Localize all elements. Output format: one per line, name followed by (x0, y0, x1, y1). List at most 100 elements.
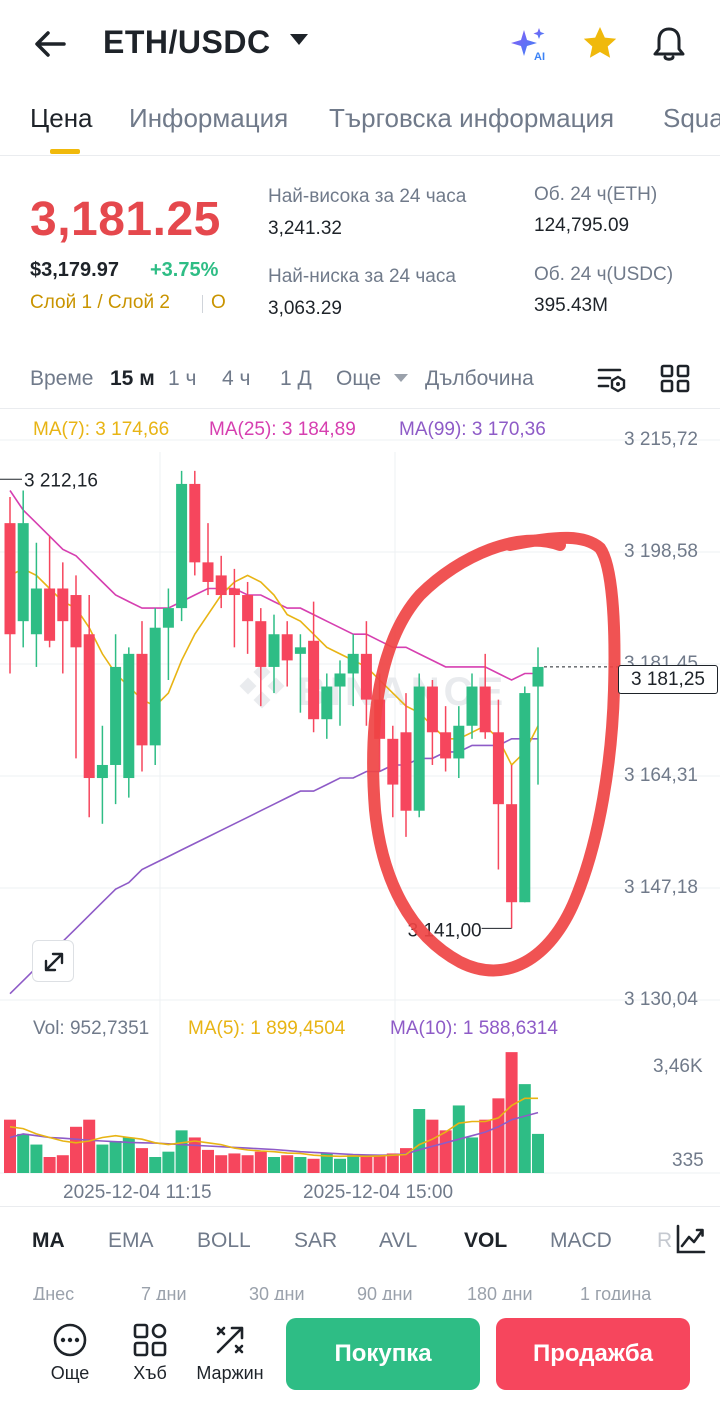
volume-bar (30, 1144, 43, 1173)
bell-icon[interactable] (650, 24, 688, 64)
volume-bar (439, 1130, 452, 1173)
indicator-rsi[interactable]: R (657, 1229, 673, 1252)
vol-axis-min: 335 (672, 1150, 704, 1171)
period-1y[interactable]: 1 година (580, 1284, 652, 1304)
more-label[interactable]: Още (50, 1363, 90, 1383)
indicator-boll[interactable]: BOLL (197, 1229, 251, 1252)
candle-body (123, 653, 135, 779)
candle-body (413, 686, 425, 811)
tab-indicator (50, 149, 80, 154)
layer-tag[interactable]: Слой 1 / Слой 2 (30, 292, 170, 313)
volume-bar (4, 1119, 16, 1173)
volume-bar (228, 1153, 241, 1173)
candle-body (532, 666, 544, 687)
pair-title[interactable]: ETH/USDC (103, 24, 271, 60)
candle-body (255, 621, 267, 667)
period-today[interactable]: Днес (33, 1284, 75, 1304)
timeframe-15m[interactable]: 15 м (110, 367, 155, 390)
volume-bar (294, 1157, 307, 1173)
divider (0, 1206, 720, 1207)
high-24h-label: Най-висока за 24 часа (268, 186, 467, 207)
volume-bar (281, 1155, 294, 1173)
timeframe-1h[interactable]: 1 ч (168, 367, 197, 390)
back-arrow-icon[interactable] (30, 24, 70, 64)
candle-body (360, 653, 372, 700)
period-7d[interactable]: 7 дни (141, 1284, 187, 1304)
indicator-avl[interactable]: AVL (379, 1229, 418, 1252)
vol-ma10-legend: MA(10): 1 588,6314 (390, 1018, 558, 1039)
chart-settings-icon[interactable] (596, 364, 628, 394)
candle-body (202, 562, 214, 582)
period-30d[interactable]: 30 дни (249, 1284, 305, 1304)
vol-eth-label: Об. 24 ч(ETH) (534, 184, 658, 205)
indicator-sar[interactable]: SAR (294, 1229, 338, 1252)
indicator-ma[interactable]: MA (32, 1229, 65, 1252)
star-icon[interactable] (581, 25, 619, 61)
volume-bar (122, 1137, 135, 1173)
period-180d[interactable]: 180 дни (467, 1284, 533, 1304)
candle-body (347, 653, 359, 674)
volume-bar (162, 1151, 175, 1173)
layer-tag-o[interactable]: О (211, 292, 226, 313)
volume-bar (136, 1148, 148, 1173)
hub-grid-icon[interactable] (132, 1322, 168, 1358)
y-axis-label: 3 215,72 (624, 429, 698, 450)
tab-price[interactable]: Цена (30, 103, 93, 133)
depth-tab[interactable]: Дълбочина (425, 367, 534, 390)
candle-body (83, 634, 95, 779)
candle-body (70, 595, 82, 648)
timeframe-4h[interactable]: 4 ч (222, 367, 251, 390)
fullscreen-button[interactable] (32, 940, 74, 982)
volume-bar (320, 1153, 333, 1173)
candle-body (57, 588, 69, 622)
more-dots-icon[interactable] (52, 1322, 88, 1358)
vol-eth-value: 124,795.09 (534, 215, 630, 236)
volume-bar (149, 1157, 162, 1173)
ma25-legend: MA(25): 3 184,89 (209, 419, 356, 440)
candle-body (136, 653, 148, 746)
period-stats-row: Днес 7 дни 30 дни 90 дни 180 дни 1 годин… (0, 1276, 720, 1306)
margin-label[interactable]: Маржин (196, 1363, 264, 1383)
indicator-chart-icon[interactable] (674, 1222, 708, 1256)
candle-body (30, 588, 42, 635)
candle-body (4, 523, 16, 635)
candle-body (308, 640, 320, 720)
chevron-down-icon[interactable] (394, 374, 408, 382)
candle-body (479, 686, 491, 733)
volume-bar (334, 1158, 346, 1173)
grid-layout-icon[interactable] (659, 364, 691, 394)
candle-body (162, 608, 174, 628)
indicator-ema[interactable]: EMA (108, 1229, 154, 1252)
ai-sparkle-icon[interactable]: AI (510, 26, 550, 62)
period-90d[interactable]: 90 дни (357, 1284, 413, 1304)
vol-ma10-line (9, 1111, 539, 1157)
chevron-down-icon[interactable] (290, 34, 308, 45)
candle-body (268, 634, 280, 667)
divider (0, 155, 720, 156)
timeframe-more[interactable]: Още (336, 367, 382, 390)
volume-bar (202, 1149, 214, 1173)
annotation-circle (367, 531, 621, 977)
tab-square[interactable]: Squa (663, 103, 720, 133)
volume-bar (373, 1155, 386, 1173)
margin-icon[interactable] (212, 1322, 248, 1358)
sell-button[interactable]: Продажба (496, 1318, 690, 1390)
hub-label[interactable]: Хъб (133, 1363, 167, 1383)
volume-bar (360, 1157, 373, 1173)
vol-ma5-line (9, 1097, 538, 1158)
tab-trading-info[interactable]: Търговска информация (329, 103, 615, 133)
candle-body (189, 483, 201, 563)
candle-body (149, 627, 161, 746)
vol-axis-max: 3,46K (653, 1056, 703, 1077)
indicator-macd[interactable]: MACD (550, 1229, 612, 1252)
divider (202, 295, 203, 313)
indicator-vol[interactable]: VOL (464, 1229, 508, 1252)
candle-body (506, 804, 518, 903)
volume-bar (386, 1153, 399, 1173)
buy-button[interactable]: Покупка (286, 1318, 480, 1390)
timeframe-1d[interactable]: 1 Д (280, 367, 312, 390)
volume-bar (96, 1144, 109, 1173)
volume-bar (505, 1052, 518, 1173)
tab-info[interactable]: Информация (129, 103, 289, 133)
